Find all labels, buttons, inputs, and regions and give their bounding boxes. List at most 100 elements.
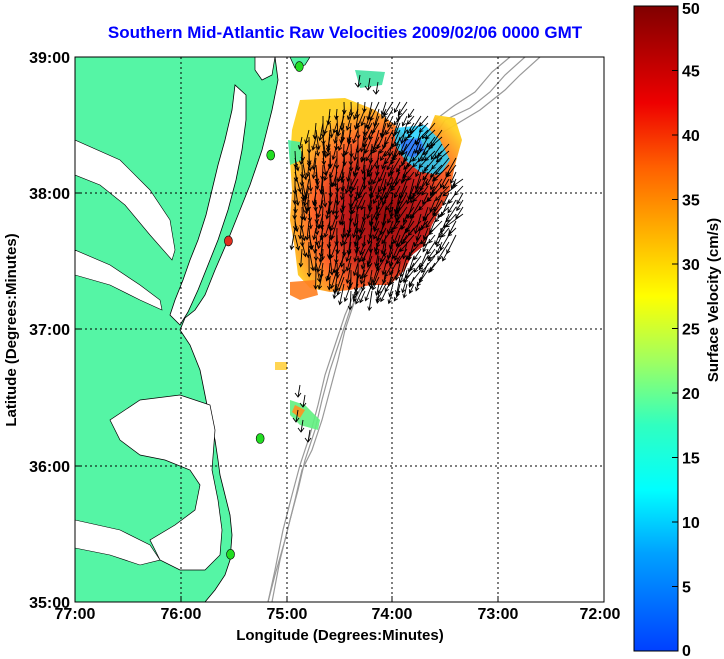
velocity-arrow [352, 290, 359, 303]
velocity-arrow [306, 255, 312, 278]
velocity-arrow [384, 262, 394, 278]
velocity-arrow [351, 178, 359, 192]
velocity-arrow [387, 213, 394, 224]
velocity-arrow [358, 248, 366, 263]
velocity-arrow [447, 199, 457, 214]
velocity-arrow [446, 164, 457, 178]
velocity-arrow [446, 234, 457, 255]
velocity-arrow [373, 192, 380, 205]
velocity-arrow [399, 220, 408, 230]
velocity-arrow [422, 143, 436, 156]
velocity-arrow [401, 136, 415, 155]
velocity-arrow [356, 192, 366, 210]
velocity-arrow [364, 108, 373, 129]
x-tick-label: 74:00 [372, 606, 413, 623]
velocity-arrow [317, 213, 324, 230]
velocity-arrow [390, 157, 401, 175]
velocity-arrow [397, 101, 408, 117]
velocity-arrow [323, 164, 331, 182]
velocity-arrow [331, 192, 338, 216]
velocity-arrow [445, 206, 457, 223]
velocity-arrow [317, 269, 324, 290]
velocity-arrow [359, 241, 366, 256]
velocity-arrow [382, 185, 394, 206]
velocity-arrow [424, 150, 436, 162]
velocity-arrow [369, 101, 380, 122]
river-inlet [75, 249, 163, 311]
velocity-arrow [384, 276, 394, 293]
velocity-arrow [298, 248, 304, 268]
velocity-arrow [420, 255, 436, 273]
velocity-arrow [390, 143, 401, 165]
velocity-arrow [345, 262, 352, 284]
velocity-arrow [364, 77, 372, 91]
velocity-arrow [344, 136, 352, 156]
velocity-arrow [383, 101, 394, 117]
velocity-arrow [349, 143, 354, 158]
velocity-arrow [430, 143, 443, 161]
velocity-arrow [450, 178, 457, 190]
velocity-arrow [402, 164, 415, 179]
velocity-arrow [329, 255, 335, 276]
velocity-arrow [345, 115, 352, 131]
velocity-arrow [403, 269, 415, 283]
velocity-arrow [351, 199, 359, 215]
velocity-arrow [373, 108, 380, 128]
velocity-arrow [390, 213, 401, 234]
velocity-arrow [314, 171, 320, 184]
velocity-arrow [294, 157, 300, 172]
velocity-arrow [447, 227, 457, 237]
colorbar-ticks: 0 5 10 15 20 25 30 35 40 45 50 [672, 1, 700, 659]
velocity-arrow [299, 394, 307, 408]
chesapeake-bay [169, 84, 247, 326]
velocity-arrow [372, 81, 380, 95]
velocity-arrow [352, 262, 359, 277]
velocity-arrow [416, 269, 429, 287]
velocity-arrow [312, 122, 318, 140]
velocity-arrow [373, 220, 380, 233]
velocity-arrow [378, 171, 387, 193]
velocity-arrow [289, 227, 296, 251]
velocity-arrow [433, 206, 443, 217]
velocity-arrow [311, 157, 317, 180]
velocity-arrow [292, 409, 300, 423]
y-axis-label: Latitude (Degrees:Minutes) [3, 233, 20, 426]
velocity-arrow [315, 129, 321, 151]
velocity-arrow [367, 171, 373, 186]
colorbar-tick-label: 50 [682, 1, 700, 18]
velocity-arrow [394, 101, 401, 114]
velocity-arrow [409, 255, 422, 271]
velocity-arrow [336, 276, 345, 296]
velocity-arrow [358, 185, 366, 199]
velocity-arrow [328, 122, 334, 139]
velocity-arrow [386, 171, 394, 187]
colorbar-tick-label: 35 [682, 193, 700, 210]
y-tick-label: 36:00 [29, 459, 70, 476]
velocity-arrow [390, 171, 401, 190]
velocity-arrow [426, 185, 443, 202]
velocity-arrow [407, 122, 422, 139]
velocity-arrow [367, 290, 373, 312]
velocity-vectors [289, 74, 464, 443]
velocity-arrow [341, 101, 347, 115]
velocity-arrow [297, 419, 305, 433]
velocity-arrow [304, 429, 312, 443]
velocity-arrow [301, 157, 308, 181]
velocity-arrow [413, 234, 422, 248]
colorbar-tick-label: 30 [682, 257, 700, 274]
velocity-arrow [359, 290, 366, 304]
velocity-arrow [399, 262, 408, 284]
velocity-arrow [346, 108, 352, 121]
velocity-arrow [323, 115, 331, 135]
velocity-arrow [393, 290, 401, 302]
velocity-arrow [456, 199, 464, 212]
velocity-arrow [353, 108, 359, 120]
velocity-arrow [367, 227, 373, 245]
radar-station-marker [255, 433, 265, 444]
velocity-arrow [409, 115, 422, 134]
velocity-arrow [392, 227, 401, 245]
velocity-arrow [367, 269, 373, 287]
velocity-arrow [402, 206, 415, 223]
velocity-arrow [360, 199, 366, 211]
velocity-arrow [417, 220, 429, 232]
